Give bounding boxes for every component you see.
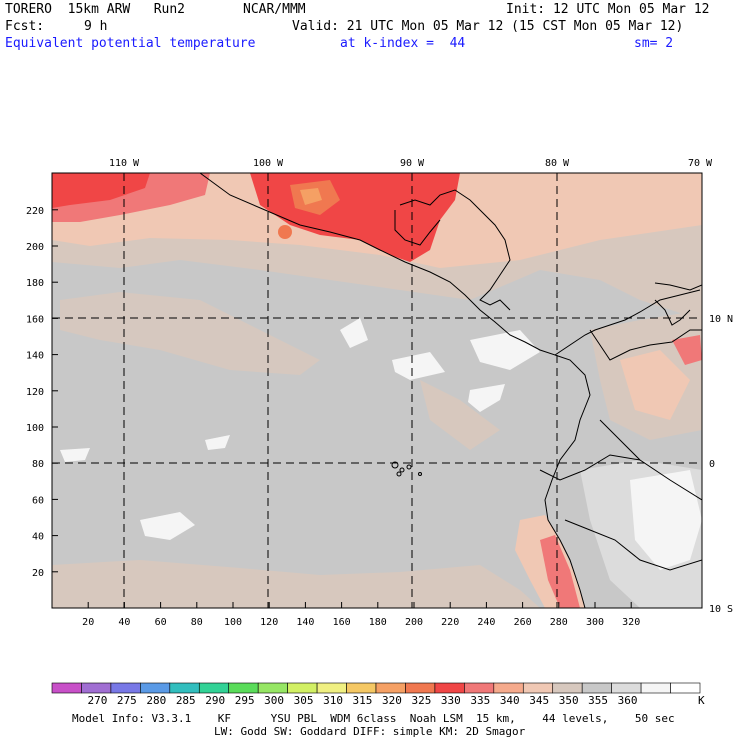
center-label: NCAR/MMM — [243, 2, 306, 17]
legend-swatch — [140, 682, 171, 694]
legend-value: 310 — [323, 694, 343, 707]
legend-value: 335 — [470, 694, 491, 707]
coastlines — [199, 173, 702, 608]
legend-swatch — [51, 682, 82, 694]
level-label: at k-index = 44 — [340, 36, 466, 51]
legend-swatch — [493, 682, 524, 694]
y-tick-label: 160 — [26, 314, 44, 325]
x-tick-label: 180 — [369, 617, 387, 628]
legend-value: 330 — [440, 694, 461, 707]
legend-value: 340 — [499, 694, 520, 707]
legend-swatch — [640, 682, 671, 694]
legend-value: 305 — [293, 694, 314, 707]
x-tick-label: 60 — [155, 617, 167, 628]
lon-label-90w: 90 W — [400, 158, 425, 169]
legend-swatch — [169, 682, 200, 694]
lat-label-10n: 10 N — [709, 314, 733, 325]
y-tick-label: 20 — [32, 568, 44, 579]
axis-ticks: 20 40 60 80 100 120 140 160 180 200 220 20 40 60 80 100… — [26, 206, 640, 628]
legend-value: 345 — [529, 694, 550, 707]
legend-swatch — [257, 682, 288, 694]
y-tick-label: 120 — [26, 387, 44, 398]
y-tick-label: 40 — [32, 532, 44, 543]
lat-label-10s: 10 S — [709, 604, 733, 615]
forecast-hour: 9 h — [84, 19, 108, 34]
legend-value: 280 — [146, 694, 167, 707]
lon-label-110w: 110 W — [109, 158, 140, 169]
galapagos-islands — [391, 461, 422, 477]
init-time: Init: 12 UTC Mon 05 Mar 12 — [506, 2, 710, 17]
lat-label-0: 0 — [709, 459, 715, 470]
legend-swatch — [611, 682, 642, 694]
legend-swatch — [198, 682, 230, 694]
x-tick-label: 140 — [296, 617, 314, 628]
y-tick-label: 60 — [32, 495, 44, 506]
y-tick-label: 140 — [26, 351, 44, 362]
x-tick-label: 100 — [224, 617, 242, 628]
x-tick-label: 260 — [514, 617, 532, 628]
legend-value: 325 — [411, 694, 432, 707]
y-tick-label: 220 — [26, 206, 44, 217]
y-tick-label: 100 — [26, 423, 44, 434]
legend-swatch — [81, 682, 112, 694]
model-info: Model Info: V3.3.1 KF YSU PBL WDM 6class… — [72, 712, 675, 725]
valid-time: Valid: 21 UTC Mon 05 Mar 12 (15 CST Mon … — [292, 19, 684, 34]
legend-swatch — [670, 682, 701, 694]
x-tick-label: 220 — [441, 617, 459, 628]
legend-unit: K — [698, 694, 705, 707]
forecast-label: Fcst: — [5, 19, 45, 34]
x-tick-label: 160 — [333, 617, 351, 628]
x-tick-label: 320 — [622, 617, 640, 628]
x-tick-label: 300 — [586, 617, 604, 628]
legend-value: 320 — [382, 694, 402, 707]
smoothing-label: sm= 2 — [634, 36, 674, 51]
legend-swatch — [405, 682, 436, 694]
field-name: Equivalent potential temperature — [5, 36, 256, 51]
x-tick-label: 80 — [191, 617, 203, 628]
legend-value: 300 — [264, 694, 285, 707]
physics-info: LW: Godd SW: Goddard DIFF: simple KM: 2D… — [214, 725, 526, 738]
graticule — [52, 173, 702, 608]
legend-swatch — [522, 682, 554, 694]
x-tick-label: 20 — [82, 617, 94, 628]
legend-value: 355 — [588, 694, 609, 707]
legend-value: 295 — [234, 694, 255, 707]
legend-swatch — [375, 682, 406, 694]
lon-label-80w: 80 W — [545, 158, 570, 169]
legend-value: 275 — [116, 694, 137, 707]
model-title: TORERO 15km ARW Run2 — [5, 2, 186, 17]
legend-value: 350 — [558, 694, 579, 707]
legend-swatch — [346, 682, 377, 694]
legend-swatch — [316, 682, 347, 694]
legend-value: 290 — [205, 694, 226, 707]
x-tick-label: 40 — [118, 617, 130, 628]
x-tick-label: 280 — [550, 617, 568, 628]
legend-value: 270 — [87, 694, 108, 707]
legend-value: 315 — [352, 694, 373, 707]
x-tick-label: 240 — [477, 617, 495, 628]
y-tick-label: 80 — [32, 459, 44, 470]
x-tick-label: 200 — [405, 617, 423, 628]
y-tick-label: 200 — [26, 242, 44, 253]
theta-e-field — [52, 173, 702, 608]
legend-value: 285 — [175, 694, 196, 707]
legend-swatch — [110, 682, 141, 694]
legend-swatch — [287, 682, 318, 694]
legend-swatch — [464, 682, 495, 694]
lon-label-100w: 100 W — [253, 158, 284, 169]
legend-swatch — [228, 682, 259, 694]
legend-swatch — [552, 682, 583, 694]
y-tick-label: 180 — [26, 278, 44, 289]
color-legend — [51, 682, 701, 694]
x-tick-label: 120 — [260, 617, 278, 628]
legend-swatch — [434, 682, 465, 694]
lon-label-70w: 70 W — [688, 158, 713, 169]
legend-swatch — [581, 682, 612, 694]
legend-value: 360 — [617, 694, 638, 707]
